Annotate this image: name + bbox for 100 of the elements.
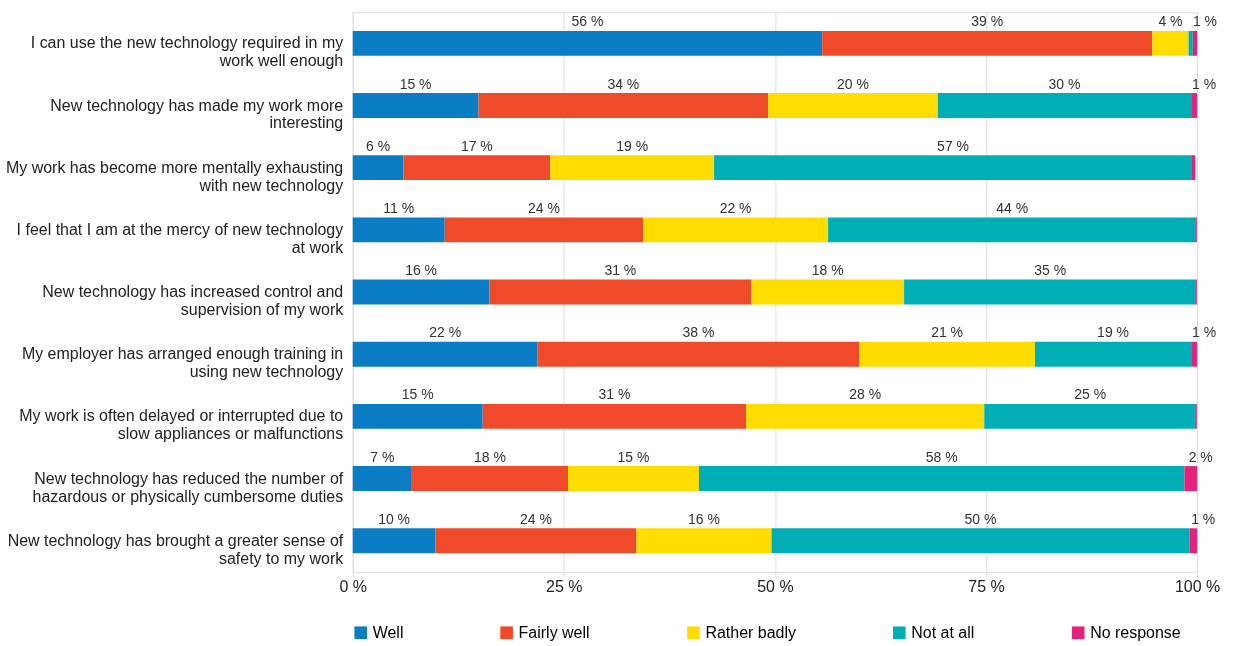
bar: [768, 93, 938, 118]
data-label: 18 %: [474, 448, 506, 465]
bar: [1184, 466, 1198, 491]
bar: [568, 466, 699, 491]
bar: [352, 155, 404, 181]
data-label: 28 %: [849, 386, 882, 403]
data-label: 16 %: [688, 510, 720, 527]
data-label: 24 %: [528, 199, 560, 216]
legend-label: Not at all: [911, 623, 975, 641]
data-label: 22 %: [429, 324, 462, 341]
bar: [537, 341, 860, 367]
data-label: 56 %: [571, 13, 604, 30]
legend-label: No response: [1090, 623, 1181, 641]
bar: [698, 466, 1185, 491]
data-label: 58 %: [925, 448, 958, 465]
data-label: 11 %: [383, 199, 415, 216]
data-label: 31 %: [604, 262, 637, 279]
data-label: 25 %: [1074, 386, 1107, 403]
y-tick-label: My work has become more mentally exhausting with new technology: [5, 158, 344, 194]
data-label: 34 %: [607, 75, 640, 92]
x-tick-label: 50 %: [757, 578, 794, 596]
bar: [352, 528, 436, 554]
bar: [1188, 30, 1193, 56]
bar: [482, 403, 747, 429]
y-tick-label: I feel that I am at the mercy of new technology at work: [16, 220, 344, 256]
bar: [550, 155, 715, 181]
data-label: 30 %: [1048, 75, 1081, 92]
y-tick-label: New technology has increased control and supervision of my work: [42, 283, 344, 319]
bar: [643, 217, 829, 243]
bar: [636, 528, 772, 554]
data-label: 18 %: [811, 262, 844, 279]
data-label: 15 %: [617, 448, 650, 465]
data-label: 22 %: [719, 199, 752, 216]
data-label: 35 %: [1034, 262, 1067, 279]
bar: [352, 279, 490, 305]
bar: [822, 30, 1153, 56]
data-label: 15 %: [401, 386, 434, 403]
data-label: 57 %: [937, 137, 969, 154]
x-tick-label: 75 %: [968, 578, 1005, 596]
y-tick-label: My work is often delayed or interrupted due to slow appliances or malfunctions: [19, 407, 344, 443]
bar: [1189, 528, 1198, 554]
bar: [746, 403, 985, 429]
bar: [751, 279, 905, 305]
y-tick-label: New technology has made my work more interesting: [50, 96, 344, 132]
data-label: 20 %: [837, 75, 869, 92]
bar: [771, 528, 1190, 554]
data-label: 19 %: [1097, 324, 1129, 341]
data-label: 1 %: [1192, 13, 1217, 30]
bar: [904, 279, 1197, 305]
bar: [859, 341, 1035, 367]
bar: [352, 30, 823, 56]
bar: [1152, 30, 1189, 56]
bar: [1191, 93, 1198, 118]
data-label: 39 %: [971, 13, 1004, 30]
bar: [352, 217, 445, 243]
y-tick-label: New technology has brought a greater sense of safety to my work: [7, 531, 344, 567]
bar: [1192, 30, 1198, 56]
data-label: 44 %: [996, 199, 1029, 216]
y-tick-label: New technology has reduced the number of hazardous or physically cumbersome duties: [32, 469, 344, 505]
data-label: 17 %: [460, 137, 493, 154]
bar: [352, 341, 538, 367]
bar: [489, 279, 752, 305]
x-tick-label: 100 %: [1174, 578, 1221, 596]
bar: [403, 155, 551, 181]
data-label: 1 %: [1192, 324, 1217, 341]
bar: [352, 93, 479, 118]
data-label: 31 %: [598, 386, 631, 403]
data-label: 2 %: [1188, 448, 1213, 465]
legend-label: Well: [372, 623, 404, 641]
data-label: 10 %: [378, 510, 411, 527]
data-label: 6 %: [366, 137, 391, 154]
x-tick-label: 0 %: [339, 578, 367, 596]
data-label: 1 %: [1191, 510, 1216, 527]
bar: [937, 93, 1192, 118]
data-label: 24 %: [520, 510, 552, 527]
bar: [984, 403, 1197, 429]
data-label: 38 %: [682, 324, 715, 341]
data-label: 1 %: [1192, 75, 1217, 92]
data-label: 21 %: [931, 324, 964, 341]
data-label: 4 %: [1158, 13, 1183, 30]
y-tick-label: My employer has arranged enough training in using new technology: [21, 345, 344, 381]
data-label: 50 %: [964, 510, 997, 527]
bar: [828, 217, 1197, 243]
legend-label: Rather badly: [705, 623, 796, 641]
bar: [444, 217, 644, 243]
bar: [478, 93, 769, 118]
bar: [352, 466, 412, 491]
bar: [714, 155, 1192, 181]
y-tick-label: I can use the new technology required in my work well enough: [30, 34, 344, 70]
bar: [411, 466, 569, 491]
data-label: 7 %: [370, 448, 395, 465]
bar: [352, 403, 483, 429]
data-label: 19 %: [616, 137, 649, 154]
bar: [435, 528, 637, 554]
x-tick-label: 25 %: [546, 578, 583, 596]
data-label: 15 %: [399, 75, 432, 92]
bar: [1191, 341, 1198, 367]
bar: [1034, 341, 1192, 367]
legend-label: Fairly well: [518, 623, 590, 641]
data-label: 16 %: [405, 262, 438, 279]
